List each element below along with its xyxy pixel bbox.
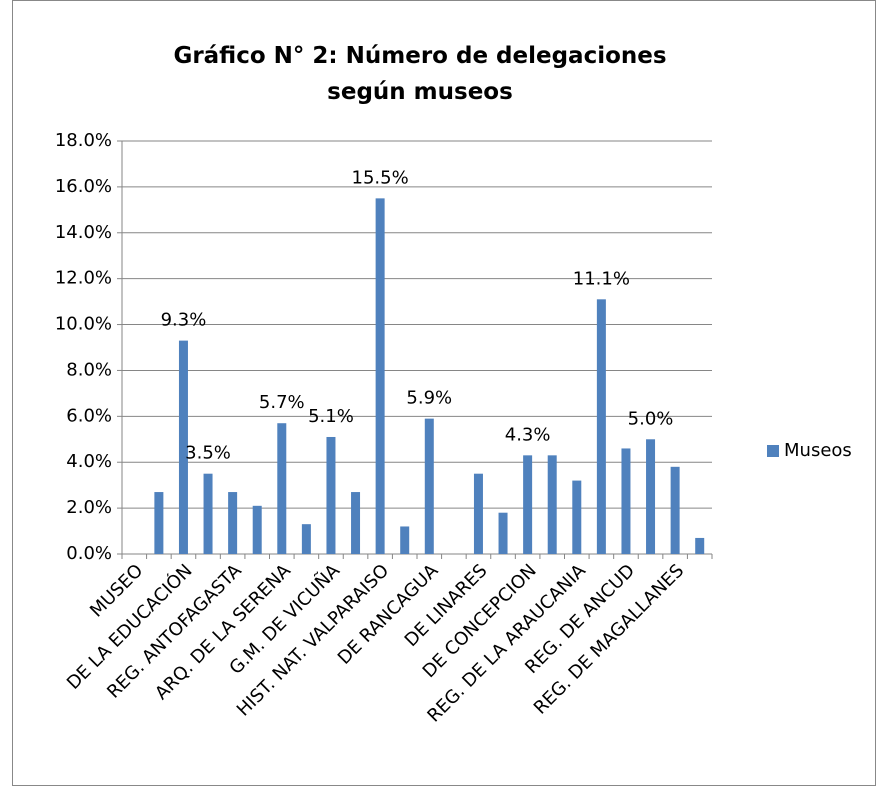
data-label: 5.7%: [259, 392, 305, 413]
bar: [301, 524, 311, 554]
data-label: 5.0%: [628, 408, 674, 429]
bar: [351, 492, 361, 554]
bar: [203, 473, 213, 554]
bar: [424, 418, 434, 554]
data-label: 11.1%: [573, 268, 630, 289]
y-tick-label: 18.0%: [55, 130, 112, 151]
bar: [326, 436, 336, 554]
bar: [154, 492, 164, 554]
bar: [670, 466, 680, 554]
bar: [228, 492, 238, 554]
bar: [695, 537, 705, 554]
legend-label: Museos: [784, 440, 852, 461]
y-tick-label: 4.0%: [66, 451, 112, 472]
bar: [523, 455, 533, 554]
chart-title: Gráfico N° 2: Número de delegaciones seg…: [173, 43, 667, 105]
data-label: 15.5%: [352, 167, 409, 188]
y-tick-label: 8.0%: [66, 359, 112, 380]
bar: [400, 526, 410, 554]
bar: [572, 480, 582, 554]
y-tick-label: 6.0%: [66, 405, 112, 426]
chart-frame: [12, 0, 876, 786]
y-tick-label: 14.0%: [55, 222, 112, 243]
bar: [621, 448, 631, 554]
legend-swatch: [767, 445, 779, 457]
y-tick-label: 0.0%: [66, 543, 112, 564]
data-label: 4.3%: [505, 424, 551, 445]
data-label: 9.3%: [161, 310, 207, 331]
y-tick-label: 10.0%: [55, 314, 112, 335]
bar: [547, 455, 557, 554]
bar: [473, 473, 483, 554]
y-tick-label: 2.0%: [66, 497, 112, 518]
bar: [498, 512, 508, 554]
data-label: 5.1%: [308, 406, 354, 427]
bar: [596, 299, 606, 554]
y-tick-label: 16.0%: [55, 176, 112, 197]
bar: [178, 340, 188, 554]
data-label: 3.5%: [185, 443, 231, 464]
bar: [375, 198, 385, 554]
bar: [252, 505, 262, 554]
y-tick-label: 12.0%: [55, 268, 112, 289]
bar: [277, 423, 287, 554]
data-label: 5.9%: [406, 388, 452, 409]
bar: [646, 439, 656, 554]
